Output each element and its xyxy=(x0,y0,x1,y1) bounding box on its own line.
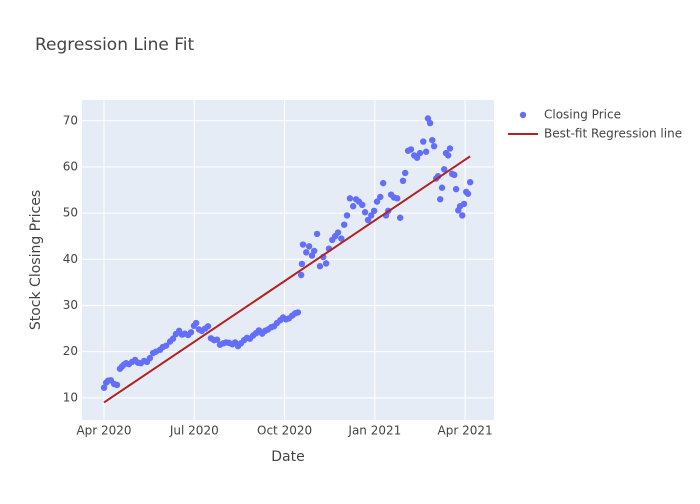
y-tick-label: 70 xyxy=(63,113,78,127)
data-point xyxy=(436,196,444,203)
data-point xyxy=(322,260,330,267)
data-point xyxy=(426,119,434,127)
data-point xyxy=(368,212,375,219)
data-point xyxy=(422,148,430,155)
data-point xyxy=(401,169,409,177)
y-tick-label: 40 xyxy=(63,252,78,266)
data-point xyxy=(303,249,310,256)
legend-label: Closing Price xyxy=(544,108,621,122)
data-point xyxy=(162,342,170,349)
y-tick-label: 30 xyxy=(63,298,78,312)
data-point xyxy=(100,384,108,391)
data-point xyxy=(361,209,369,216)
data-point xyxy=(187,329,195,336)
data-point xyxy=(407,146,415,153)
legend-label: Best-fit Regression line xyxy=(544,127,682,141)
legend-swatch xyxy=(519,111,527,119)
chart-title: Regression Line Fit xyxy=(35,35,194,55)
data-point xyxy=(359,201,366,209)
marks xyxy=(100,115,474,404)
y-tick-label: 50 xyxy=(63,206,78,220)
data-point xyxy=(446,145,454,152)
x-tick-label: Apr 2021 xyxy=(438,424,493,438)
data-point xyxy=(299,241,307,248)
x-tick-label: Jan 2021 xyxy=(347,424,401,438)
y-tick-label: 60 xyxy=(63,159,78,173)
data-point xyxy=(316,263,324,270)
x-tick-label: Jul 2020 xyxy=(169,424,219,438)
data-point xyxy=(169,335,177,342)
data-point xyxy=(294,309,302,316)
data-point xyxy=(338,235,345,242)
data-point xyxy=(297,271,305,279)
data-point xyxy=(192,319,200,327)
data-point xyxy=(394,195,401,202)
data-point xyxy=(452,185,460,193)
data-point xyxy=(298,260,306,268)
data-point xyxy=(349,203,357,210)
y-tick-label: 10 xyxy=(63,390,78,404)
x-tick-label: Apr 2020 xyxy=(76,424,131,438)
data-point xyxy=(444,152,452,159)
data-point xyxy=(305,243,313,250)
data-point xyxy=(377,193,384,201)
data-point xyxy=(313,230,321,238)
data-point xyxy=(373,198,381,205)
data-point xyxy=(440,166,448,173)
data-point xyxy=(451,171,458,179)
y-axis-title: Stock Closing Prices xyxy=(28,190,44,330)
data-point xyxy=(213,336,221,343)
data-point xyxy=(146,354,154,362)
data-point xyxy=(396,214,404,221)
data-point xyxy=(343,212,351,219)
x-tick-label: Oct 2020 xyxy=(257,424,312,438)
data-point xyxy=(464,190,472,197)
x-axis-title: Date xyxy=(271,449,304,465)
data-point xyxy=(346,195,354,202)
data-point xyxy=(334,229,342,236)
regression-line xyxy=(103,155,471,404)
data-point xyxy=(370,207,378,215)
data-point xyxy=(364,216,372,224)
data-point xyxy=(429,136,436,144)
data-point xyxy=(420,138,427,145)
data-point xyxy=(466,178,474,186)
data-point xyxy=(379,179,387,187)
data-point xyxy=(113,381,121,389)
data-point xyxy=(438,184,446,191)
data-point xyxy=(204,323,212,330)
data-point xyxy=(430,142,438,150)
data-point xyxy=(416,149,424,157)
data-point xyxy=(310,247,318,255)
data-point xyxy=(413,154,421,161)
y-tick-label: 20 xyxy=(63,344,78,358)
data-point xyxy=(340,221,348,228)
data-point xyxy=(459,212,466,219)
data-point xyxy=(399,177,407,185)
data-point xyxy=(460,200,468,208)
grid xyxy=(82,100,494,420)
